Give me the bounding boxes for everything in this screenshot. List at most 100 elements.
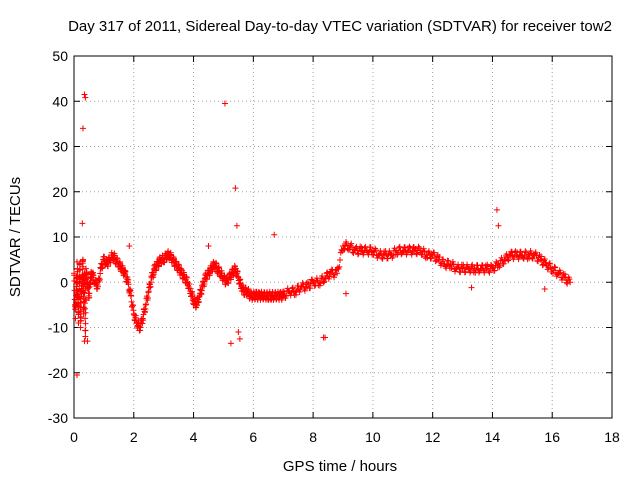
data-point-marker bbox=[541, 286, 548, 293]
gridlines bbox=[74, 56, 612, 418]
data-point-marker bbox=[79, 220, 86, 227]
data-point-marker bbox=[72, 315, 79, 322]
data-point-marker bbox=[232, 185, 239, 192]
data-point-marker bbox=[431, 249, 438, 256]
data-point-marker bbox=[73, 258, 80, 265]
data-point-marker bbox=[82, 309, 89, 316]
data-point-marker bbox=[90, 272, 97, 279]
data-point-marker bbox=[421, 248, 428, 255]
data-point-marker bbox=[236, 335, 243, 342]
data-point-marker bbox=[84, 338, 91, 345]
data-point-marker bbox=[384, 255, 391, 262]
x-tick-label: 18 bbox=[604, 429, 620, 445]
data-point-marker bbox=[493, 260, 500, 267]
data-point-marker bbox=[381, 252, 388, 259]
data-point-marker bbox=[526, 255, 533, 262]
chart-title: Day 317 of 2011, Sidereal Day-to-day VTE… bbox=[68, 18, 612, 35]
data-point-marker bbox=[495, 222, 502, 229]
data-point-marker bbox=[398, 251, 405, 258]
data-point-marker bbox=[233, 222, 240, 229]
data-point-marker bbox=[362, 243, 369, 250]
data-point-marker bbox=[221, 100, 228, 107]
data-point-marker bbox=[522, 248, 529, 255]
data-point-marker bbox=[85, 284, 92, 291]
y-tick-label: 20 bbox=[52, 184, 68, 200]
data-point-marker bbox=[415, 243, 422, 250]
data-point-marker bbox=[334, 270, 341, 277]
data-point-marker bbox=[189, 291, 196, 298]
data-point-marker bbox=[566, 276, 573, 283]
y-axis-label: SDTVAR / TECUs bbox=[7, 177, 24, 297]
x-tick-label: 8 bbox=[309, 429, 317, 445]
data-point-marker bbox=[205, 243, 212, 250]
y-tick-label: -10 bbox=[48, 320, 68, 336]
data-point-marker bbox=[413, 250, 420, 257]
data-point-marker bbox=[139, 320, 146, 327]
data-point-marker bbox=[428, 255, 435, 262]
data-point-marker bbox=[541, 255, 548, 262]
data-point-marker bbox=[82, 297, 89, 304]
data-point-marker bbox=[311, 282, 318, 289]
x-tick-label: 4 bbox=[190, 429, 198, 445]
data-point-marker bbox=[478, 261, 485, 268]
data-point-marker bbox=[357, 243, 364, 250]
data-point-marker bbox=[80, 304, 87, 311]
data-point-marker bbox=[289, 285, 296, 292]
y-tick-label: 0 bbox=[60, 274, 68, 290]
data-point-marker bbox=[325, 273, 332, 280]
data-point-marker bbox=[536, 252, 543, 259]
data-point-marker bbox=[336, 263, 343, 270]
x-tick-labels: 0 2 4 6 8 10 12 14 16 18 bbox=[70, 429, 620, 445]
data-point-marker bbox=[520, 254, 527, 261]
data-point-marker bbox=[561, 271, 568, 278]
data-point-marker bbox=[81, 279, 88, 286]
data-point-marker bbox=[302, 284, 309, 291]
x-tick-label: 2 bbox=[130, 429, 138, 445]
data-point-marker bbox=[367, 244, 374, 251]
data-point-marker bbox=[345, 246, 352, 253]
data-point-marker bbox=[144, 295, 151, 302]
data-point-marker bbox=[549, 270, 556, 277]
data-point-marker bbox=[186, 285, 193, 292]
data-point-marker bbox=[326, 273, 333, 280]
data-point-marker bbox=[538, 253, 545, 260]
data-point-marker bbox=[337, 256, 344, 263]
data-point-marker bbox=[358, 244, 365, 251]
data-point-marker bbox=[500, 260, 507, 267]
data-point-marker bbox=[481, 269, 488, 276]
data-point-marker bbox=[235, 329, 242, 336]
data-point-marker bbox=[296, 288, 303, 295]
data-point-marker bbox=[81, 300, 88, 307]
data-point-marker bbox=[82, 320, 89, 327]
data-point-marker bbox=[321, 278, 328, 285]
data-point-marker bbox=[348, 240, 355, 247]
data-point-marker bbox=[440, 256, 447, 263]
data-point-marker bbox=[508, 248, 515, 255]
data-point-marker bbox=[334, 264, 341, 271]
data-point-marker bbox=[79, 125, 86, 132]
data-point-marker bbox=[322, 334, 329, 341]
data-point-marker bbox=[127, 287, 134, 294]
data-point-marker bbox=[292, 291, 299, 298]
data-point-marker bbox=[81, 91, 88, 98]
data-point-marker bbox=[331, 274, 338, 281]
y-tick-labels: -30 -20 -10 0 10 20 30 40 50 bbox=[48, 48, 68, 426]
data-point-marker bbox=[137, 324, 144, 331]
data-point-marker bbox=[425, 248, 432, 255]
data-point-marker bbox=[552, 264, 559, 271]
data-point-marker bbox=[529, 255, 536, 262]
data-point-marker bbox=[307, 285, 314, 292]
data-point-marker bbox=[532, 249, 539, 256]
data-point-marker bbox=[193, 302, 200, 309]
data-point-marker bbox=[96, 276, 103, 283]
data-point-marker bbox=[509, 252, 516, 259]
data-point-marker bbox=[198, 287, 205, 294]
data-point-marker bbox=[464, 261, 471, 268]
data-point-marker bbox=[471, 265, 478, 272]
data-point-marker bbox=[82, 315, 89, 322]
data-point-marker bbox=[416, 244, 423, 251]
data-point-marker bbox=[280, 288, 287, 295]
y-tick-label: 50 bbox=[52, 48, 68, 64]
data-point-marker bbox=[512, 248, 519, 255]
